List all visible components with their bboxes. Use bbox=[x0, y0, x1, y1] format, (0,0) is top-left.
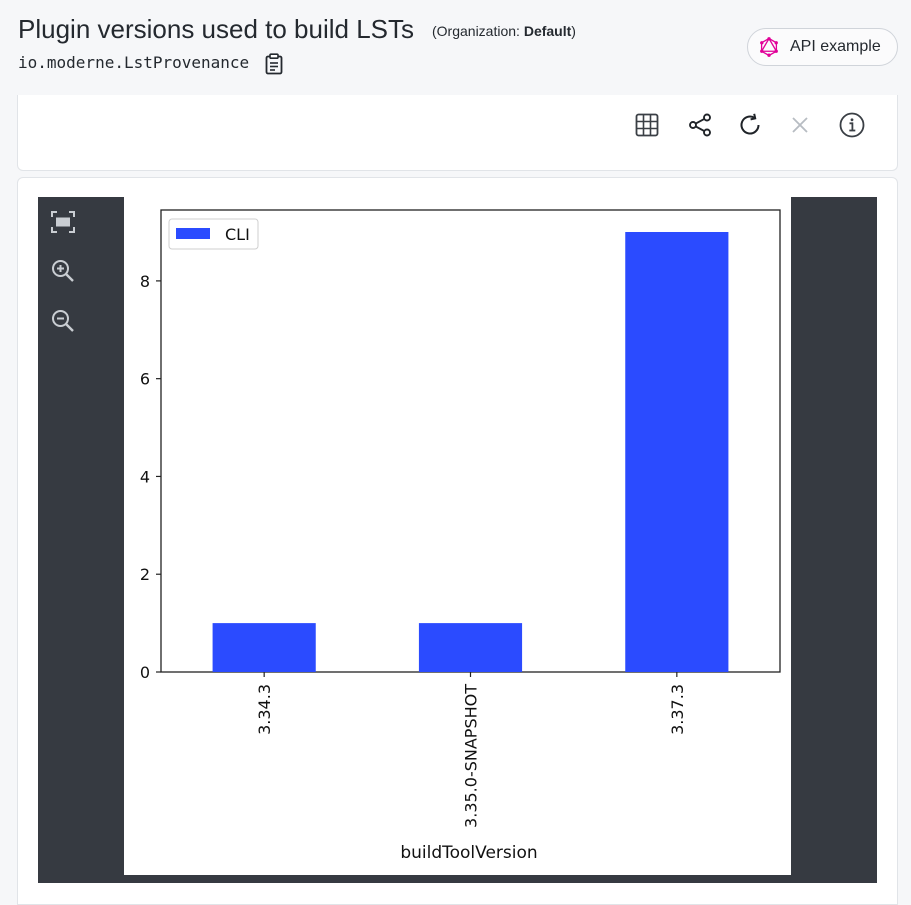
legend-swatch bbox=[176, 228, 210, 239]
org-name: Default bbox=[523, 23, 572, 39]
legend-label: CLI bbox=[225, 225, 250, 244]
zoom-out-icon[interactable] bbox=[50, 308, 76, 334]
legend-box bbox=[168, 218, 259, 250]
page-header: Plugin versions used to build LSTs (Orga… bbox=[0, 0, 911, 95]
y-tick-label: 4 bbox=[140, 467, 150, 486]
bar-3.37.3 bbox=[625, 232, 729, 672]
legend: CLI bbox=[168, 218, 259, 250]
api-example-label: API example bbox=[790, 38, 881, 55]
x-tick-label: 3.37.3 bbox=[668, 684, 687, 735]
api-example-button[interactable]: API example bbox=[747, 28, 898, 66]
recipe-id: io.moderne.LstProvenance bbox=[18, 53, 250, 72]
y-tick-label: 0 bbox=[140, 663, 150, 682]
close-icon bbox=[785, 110, 815, 140]
info-icon[interactable] bbox=[837, 110, 867, 140]
page-title: Plugin versions used to build LSTs bbox=[18, 14, 415, 44]
graphql-icon bbox=[759, 37, 779, 57]
y-tick-label: 2 bbox=[140, 565, 150, 584]
fit-screen-icon[interactable] bbox=[50, 209, 76, 235]
table-icon[interactable] bbox=[632, 110, 662, 140]
org-prefix: (Organization: bbox=[432, 23, 524, 39]
share-icon[interactable] bbox=[685, 110, 715, 140]
x-axis-label: buildToolVersion bbox=[400, 843, 537, 863]
organization-label: (Organization: Default) bbox=[432, 23, 576, 39]
y-tick-label: 8 bbox=[140, 272, 150, 291]
chart-image: 0 2 4 6 8 3.34.3 3.35.0-SNAPSHOT 3.37.3 CLI bu… bbox=[124, 197, 791, 875]
bar-3.34.3 bbox=[212, 623, 316, 672]
bar-3.35.0-SNAPSHOT bbox=[418, 623, 523, 672]
clipboard-icon[interactable] bbox=[264, 53, 284, 75]
x-tick-label: 3.35.0-SNAPSHOT bbox=[462, 684, 481, 828]
toolbar-card bbox=[17, 95, 898, 171]
bar-chart: 0 2 4 6 8 3.34.3 3.35.0-SNAPSHOT 3.37.3 CLI bu… bbox=[140, 209, 781, 863]
zoom-in-icon[interactable] bbox=[50, 258, 76, 284]
x-tick-label: 3.34.3 bbox=[255, 684, 274, 735]
y-tick-label: 6 bbox=[140, 370, 150, 389]
org-suffix: ) bbox=[571, 23, 576, 39]
refresh-icon[interactable] bbox=[735, 110, 765, 140]
